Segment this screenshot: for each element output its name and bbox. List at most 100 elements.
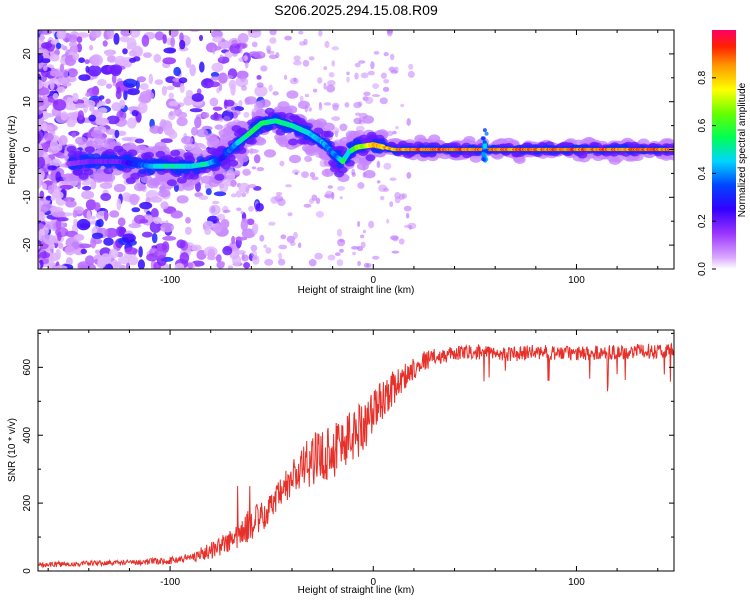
spectrogram-noise-cell [83,99,96,108]
spectrogram-noise-cell [283,74,288,80]
spectrogram-noise-cell [254,30,261,33]
spectrogram-ridge-cell [264,149,276,158]
spectrogram-noise-cell [212,106,223,111]
spectrogram-noise-cell [149,92,155,99]
spectrogram-noise-cell [213,191,227,197]
spectrogram-noise-cell [386,30,393,37]
spectrogram-noise-cell [117,130,127,136]
spectrogram-noise-cell [275,192,283,196]
spectrogram-noise-cell [66,119,76,128]
spectrogram-ridge-cell [336,162,345,169]
spectrogram-ridge-cell [67,151,78,159]
spectrogram-noise-cell [103,237,114,246]
spectrogram-noise-cell [224,51,233,59]
spectrogram-noise-cell [268,50,275,55]
spectrogram-noise-cell [103,210,109,222]
spectrogram-noise-cell [49,79,55,91]
spectrogram-noise-cell [224,99,235,107]
spectrogram-noise-cell [134,138,145,144]
spectrogram-noise-cell [237,33,249,44]
spectrogram-noise-cell [38,105,47,111]
spectrogram-noise-cell [126,117,137,129]
spectrogram-noise-cell [252,255,260,265]
spectrogram-noise-cell [339,123,348,132]
spectrogram-noise-cell [38,79,44,89]
snr-ytick-label: 200 [22,494,33,511]
spectrogram-noise-cell [389,201,394,208]
spectrogram-noise-cell [129,30,141,38]
spectrogram-noise-cell [153,216,162,224]
spectrogram-noise-cell [173,66,182,77]
spectrogram-noise-cell [65,112,80,121]
colorbar-label: Normalized spectral amplitude [737,82,748,217]
spectrogram-noise-cell [380,72,387,79]
spectrogram-noise-cell [141,34,150,47]
spectrogram-noise-cell [331,191,335,200]
spectrogram-ridge-cell [289,154,301,164]
spectrogram-noise-cell [339,196,343,200]
spectrogram-noise-cell [109,64,123,75]
spectrogram-noise-cell [360,72,369,79]
spectrogram-noise-cell [40,58,51,64]
spectrogram-ridge-cell [104,148,115,156]
spectrogram-noise-cell [251,41,258,48]
spectrogram-noise-cell [139,90,152,103]
spectrogram-noise-cell [107,55,116,63]
spectrogram-noise-cell [301,171,309,179]
spectrogram-noise-cell [304,93,310,98]
spectrogram-noise-cell [395,126,399,130]
spectrogram-noise-cell [227,265,234,269]
spectrogram-noise-cell [251,250,258,257]
spectrogram-noise-cell [311,194,318,201]
spectrogram-ridge-cell [285,105,298,114]
spectrogram-ridge-cell [244,96,257,105]
spectrogram-noise-cell [294,172,299,175]
spectrogram-noise-cell [382,86,390,92]
spectrogram-noise-cell [39,33,45,42]
spectrogram-noise-cell [354,72,359,80]
spectrogram-noise-cell [154,31,165,41]
spectrogram-noise-cell [352,251,356,256]
spectrogram-noise-cell [85,65,90,73]
spectrogram-ridge-cell [192,168,201,175]
spectrogram-noise-cell [185,217,191,224]
spectrogram-noise-cell [149,221,162,233]
spectrogram-noise-cell [43,234,56,245]
spectrogram-noise-cell [391,250,400,254]
spectrogram-noise-cell [224,75,234,79]
spectrogram-ridge-cell [255,108,268,118]
spectrogram-noise-cell [249,147,254,155]
spectrogram-noise-cell [242,168,251,176]
spectrogram-noise-cell [364,96,374,105]
spectrogram-ridge-cell [117,148,128,156]
spectrogram-noise-cell [38,156,46,169]
spectrogram-noise-cell [241,228,256,239]
spectrogram-noise-cell [223,209,231,213]
spectrogram-noise-cell [278,252,282,260]
spectrogram-noise-cell [299,95,304,103]
spectrogram-noise-cell [266,45,272,52]
spectrogram-noise-cell [78,57,85,63]
spectrogram-ridge-cell [170,149,181,157]
spectrogram-ridge-cell [237,154,250,163]
spectrogram-ytick-label: 0 [22,146,33,152]
spectrogram-noise-cell [160,138,173,144]
snr-ytick-label: 0 [22,568,33,574]
spectrogram-noise-cell [270,196,279,204]
spectrogram-noise-cell [243,262,251,269]
spectrogram-noise-cell [59,184,74,190]
spectrogram-ridge-cell [220,162,231,170]
spectrogram-noise-cell [407,222,417,230]
spectrogram-noise-cell [88,114,96,122]
spectrogram-noise-cell [351,172,356,177]
spectrogram-noise-cell [205,188,212,196]
spectrogram-noise-cell [376,160,381,168]
spectrogram-ytick-label: -10 [22,190,33,205]
spectrogram-noise-cell [40,49,50,56]
colorbar-tick-label: 0.6 [697,118,708,132]
spectrogram-noise-cell [238,100,243,107]
spectrogram-noise-cell [57,231,62,242]
spectrogram-noise-cell [235,236,248,241]
spectrogram-noise-cell [312,88,318,93]
spectrogram-noise-cell [95,117,110,127]
